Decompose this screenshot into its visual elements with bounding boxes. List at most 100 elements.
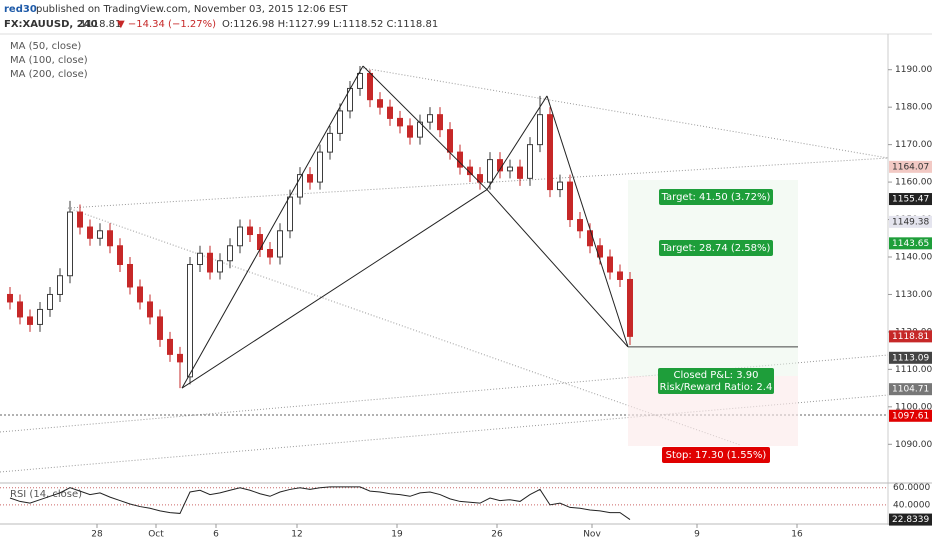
candle-body — [57, 275, 63, 295]
price-tag-label: 1149.38 — [892, 217, 929, 227]
y-tick-label: 1100.00 — [895, 402, 932, 412]
candle-body — [507, 166, 513, 172]
candle-body — [607, 256, 613, 273]
candle-body — [447, 129, 453, 153]
candle-body — [387, 106, 393, 119]
price-tag — [889, 351, 932, 364]
annotation-text: Closed P&L: 3.90 — [674, 370, 759, 381]
x-tick-label: 9 — [694, 530, 700, 540]
price-tag — [889, 409, 932, 422]
candle-body — [97, 230, 103, 239]
publisher: red30 — [4, 4, 37, 15]
y-tick-label: 1110.00 — [895, 365, 932, 375]
candle-body — [157, 316, 163, 340]
x-tick-label: 19 — [391, 530, 403, 540]
symbol: FX:XAUUSD, 240 — [4, 19, 98, 30]
annotation-box — [659, 189, 773, 205]
x-tick-label: 16 — [791, 530, 803, 540]
pattern-line — [546, 95, 629, 348]
candle-body — [177, 353, 183, 363]
candle-body — [467, 166, 473, 176]
price-tag-label: 1164.07 — [892, 162, 929, 172]
rsi-tag — [889, 513, 932, 526]
candle-body — [267, 249, 273, 258]
y-tick-label: 1160.00 — [895, 178, 932, 188]
candle-body — [307, 174, 313, 183]
legend-entry: MA (200, close) — [10, 69, 88, 80]
legend-entry: MA (50, close) — [10, 41, 81, 52]
annotation-box — [662, 447, 770, 463]
price-tag-label: 1113.09 — [892, 353, 929, 363]
price-tag-label: 1104.71 — [892, 385, 929, 395]
y-tick-label: 1180.00 — [895, 103, 932, 113]
pattern-line — [486, 95, 548, 190]
x-tick-label: 28 — [91, 530, 103, 540]
candle-body — [577, 219, 583, 232]
x-tick-label: Nov — [583, 530, 601, 540]
candle-body — [517, 166, 523, 179]
candle-body — [487, 159, 493, 183]
candle-body — [247, 226, 253, 236]
candle-body — [317, 151, 323, 183]
rsi-tag-label: 22.8339 — [892, 515, 929, 525]
pattern-line — [362, 65, 488, 190]
candle-body — [337, 110, 343, 134]
candle-body — [137, 286, 143, 303]
candle-body — [187, 263, 193, 378]
candle-body — [217, 260, 223, 273]
annotation-box — [658, 368, 774, 394]
candle-body — [7, 293, 13, 303]
candle-body — [167, 338, 173, 355]
rsi-label: RSI (14, close) — [10, 489, 82, 500]
y-tick-label: 1140.00 — [895, 253, 932, 263]
candle-body — [77, 211, 83, 228]
candle-body — [567, 181, 573, 221]
change: ▼ −14.34 (−1.27%) — [117, 19, 216, 30]
candle-body — [257, 234, 263, 251]
price-tag — [889, 383, 932, 396]
candle-body — [297, 174, 303, 198]
candle-body — [557, 181, 563, 191]
x-tick-label: 6 — [213, 530, 219, 540]
legend-entry: MA (100, close) — [10, 55, 88, 66]
candle-body — [17, 301, 23, 318]
candle-body — [107, 230, 113, 247]
rsi-line — [9, 486, 631, 520]
candle-body — [617, 271, 623, 280]
ohlc: O:1126.98 H:1127.99 L:1118.52 C:1118.81 — [222, 19, 438, 30]
pattern-line — [181, 189, 488, 389]
candle-body — [127, 263, 133, 288]
price-tag — [889, 193, 932, 206]
last-price: 1118.81 — [80, 19, 121, 30]
candle-body — [197, 252, 203, 265]
y-tick-label: 1190.00 — [895, 65, 932, 75]
annotation-text: Target: 41.50 (3.72%) — [661, 192, 771, 203]
candle-body — [47, 293, 53, 310]
candle-body — [437, 114, 443, 131]
price-tag-label: 1155.47 — [892, 195, 929, 205]
candle-body — [397, 117, 403, 127]
y-tick-label: 1170.00 — [895, 140, 932, 150]
candle-body — [117, 245, 123, 265]
price-tag — [889, 330, 932, 343]
target-zone — [628, 180, 798, 376]
annotation-text: Stop: 17.30 (1.55%) — [666, 450, 767, 461]
candle-body — [227, 245, 233, 262]
x-tick-label: 12 — [291, 530, 302, 540]
candle-body — [327, 132, 333, 153]
candle-body — [377, 99, 383, 108]
candle-body — [357, 72, 363, 89]
price-tag — [889, 237, 932, 250]
candle-body — [207, 252, 213, 273]
candle-body — [37, 308, 43, 325]
price-tag — [889, 160, 932, 173]
candle-body — [237, 226, 243, 247]
x-tick-label: Oct — [148, 530, 164, 540]
x-tick-label: 26 — [491, 530, 503, 540]
candle-body — [537, 114, 543, 146]
candle-body — [147, 301, 153, 318]
published: published on TradingView.com, November 0… — [36, 4, 348, 15]
price-tag-label: 1118.81 — [892, 332, 929, 342]
price-tag — [889, 215, 932, 228]
